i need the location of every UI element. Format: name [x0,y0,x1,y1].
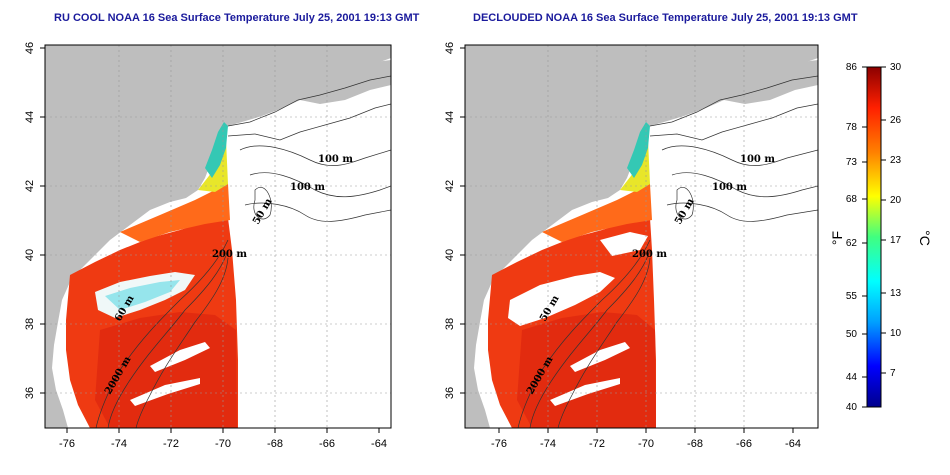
colorbar-fahrenheit-unit: °F [829,231,845,245]
left-lon-tick-label: -68 [267,438,283,450]
left-map-frame [44,44,392,429]
right-lat-tick-label: 44 [444,111,456,123]
colorbar-f-tick: 86 [846,62,858,73]
left-lat-tick-label: 36 [24,387,36,399]
right-lat-tick-label: 38 [444,318,456,330]
colorbar-f-tick: 62 [846,238,858,249]
left-lat-tick-label: 46 [24,42,36,54]
left-bathymetry-contours [95,75,391,428]
left-lon-tick-label: -72 [163,438,179,450]
colorbar-c-tick: 17 [890,235,902,246]
left-sst-cold-water [205,122,228,178]
left-cloud-speckle [105,280,180,310]
left-land-mass [45,45,391,428]
right-contour-label-1: 100 m [740,154,775,165]
left-lat-tick-label: 42 [24,180,36,192]
right-lat-tick-label: 36 [444,387,456,399]
left-lon-tick-label: -76 [59,438,75,450]
left-cloud-streak-2 [130,378,200,406]
right-map-frame [464,44,819,429]
colorbar-f-tick: 55 [846,291,858,302]
right-cloud-mask-streak-2 [550,378,620,406]
right-cloud-mask-patch [600,232,648,256]
colorbar-c-tick: 20 [890,195,902,206]
left-map-title: RU COOL NOAA 16 Sea Surface Temperature … [54,12,420,24]
colorbar-f-tick: 78 [846,122,858,133]
colorbar-c-tick: 10 [890,328,902,339]
right-lon-tick-label: -66 [736,438,752,450]
right-lon-tick-label: -64 [785,438,801,450]
right-lat-tick-label: 42 [444,180,456,192]
left-lon-tick-label: -74 [111,438,127,450]
right-bathymetry-contours [517,75,818,428]
right-cloud-mask-streak-1 [570,342,630,372]
left-contour-label-1: 100 m [318,154,353,165]
right-map-panel: 100 m 100 m 50 m 200 m 50 m 2000 m -76 -… [444,42,819,450]
colorbar-celsius-unit: °C [917,230,933,246]
left-gridlines [45,45,391,428]
right-sst-hot-patch [517,312,656,428]
right-cloud-mask-region [508,272,615,326]
right-land-mass [465,45,818,428]
left-cloud-streak-1 [150,342,210,372]
right-lat-tick-label: 46 [444,42,456,54]
colorbar-c-tick: 13 [890,288,902,299]
colorbar-f-tick: 40 [846,402,858,413]
colorbar-c-tick: 26 [890,115,902,126]
right-sst-orange-band [542,184,652,242]
left-lon-tick-label: -66 [319,438,335,450]
left-lat-tick-label: 40 [24,249,36,261]
left-lat-tick-label: 44 [24,111,36,123]
right-land-northeast [724,60,818,104]
colorbar-f-tick: 73 [846,157,858,168]
right-lon-tick-label: -76 [491,438,507,450]
left-lon-tick-label: -70 [215,438,231,450]
colorbar: 86 78 73 68 62 55 50 44 40 30 26 23 20 1… [829,62,933,413]
right-lon-tick-label: -72 [589,438,605,450]
colorbar-f-tick: 44 [846,372,858,383]
right-contour-label-4: 200 m [632,249,667,260]
left-contour-label-2: 100 m [290,182,325,193]
colorbar-c-tick: 23 [890,155,902,166]
left-sst-cool-band [198,140,228,192]
colorbar-f-tick: 68 [846,194,858,205]
right-lon-tick-label: -74 [540,438,556,450]
left-land-northeast [300,60,391,104]
right-lon-tick-label: -70 [638,438,654,450]
right-map-title: DECLOUDED NOAA 16 Sea Surface Temperatur… [473,12,858,24]
left-sst-orange-band [120,184,230,242]
right-contour-label-2: 100 m [712,182,747,193]
right-sst-cool-band [620,140,650,192]
colorbar-c-tick: 7 [890,368,896,379]
colorbar-gradient [866,66,882,408]
left-lon-tick-label: -64 [371,438,387,450]
left-lat-tick-label: 38 [24,318,36,330]
left-map-panel: 100 m 100 m 50 m 200 m 60 m 2000 m -76 -… [24,42,392,450]
right-lat-tick-label: 40 [444,249,456,261]
left-contour-label-4: 200 m [212,249,247,260]
right-lon-tick-label: -68 [687,438,703,450]
left-sst-hot-patch [95,312,237,428]
right-gridlines [465,45,818,428]
colorbar-c-tick: 30 [890,62,902,73]
right-sst-cold-water [627,122,650,178]
colorbar-f-tick: 50 [846,329,858,340]
